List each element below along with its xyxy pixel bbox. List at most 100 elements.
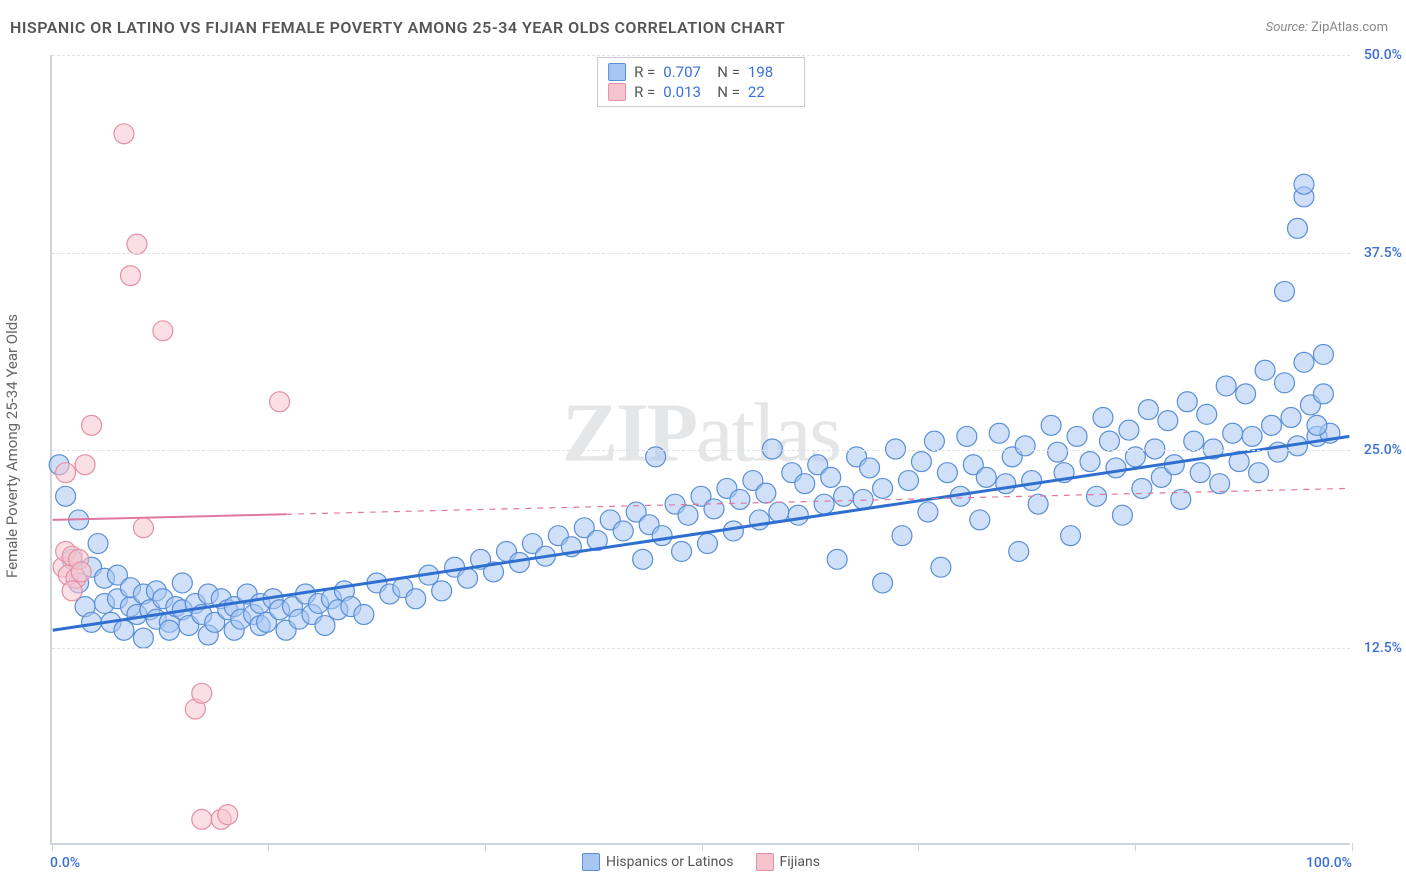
scatter-point (1313, 344, 1333, 364)
scatter-point (886, 439, 906, 459)
series-legend: Hispanics or Latinos Fijians (582, 853, 820, 871)
scatter-point (1242, 426, 1262, 446)
scatter-svg (52, 55, 1350, 843)
scatter-point (133, 628, 153, 648)
scatter-point (1093, 408, 1113, 428)
scatter-point (911, 452, 931, 472)
scatter-point (827, 549, 847, 569)
source-label: Source: (1266, 20, 1308, 35)
scatter-point (1119, 420, 1139, 440)
scatter-point (1255, 360, 1275, 380)
scatter-point (1262, 415, 1282, 435)
scatter-point (1028, 494, 1048, 514)
scatter-point (432, 581, 452, 601)
scatter-point (1022, 471, 1042, 491)
scatter-point (931, 557, 951, 577)
scatter-point (354, 605, 374, 625)
scatter-point (860, 458, 880, 478)
scatter-point (1067, 426, 1087, 446)
gridline-horizontal (52, 450, 1350, 451)
scatter-point (937, 463, 957, 483)
y-tick-label: 12.5% (1352, 640, 1402, 656)
scatter-point (613, 521, 633, 541)
legend-item: Hispanics or Latinos (582, 853, 734, 871)
y-tick-label: 25.0% (1352, 442, 1402, 458)
scatter-point (1087, 486, 1107, 506)
scatter-point (1197, 404, 1217, 424)
scatter-point (672, 541, 692, 561)
scatter-point (1294, 174, 1314, 194)
scatter-point (1048, 442, 1068, 462)
scatter-point (652, 526, 672, 546)
scatter-point (1145, 439, 1165, 459)
scatter-point (1294, 352, 1314, 372)
scatter-point (1249, 463, 1269, 483)
scatter-point (1190, 463, 1210, 483)
scatter-point (1009, 541, 1029, 561)
scatter-point (120, 266, 140, 286)
scatter-point (996, 474, 1016, 494)
scatter-point (678, 505, 698, 525)
scatter-point (1041, 415, 1061, 435)
x-axis-label-right: 100.0% (1306, 855, 1352, 871)
scatter-point (957, 426, 977, 446)
scatter-point (1132, 478, 1152, 498)
y-tick-label: 50.0% (1352, 47, 1402, 63)
scatter-point (795, 474, 815, 494)
scatter-point (1138, 400, 1158, 420)
scatter-point (62, 581, 82, 601)
scatter-point (788, 505, 808, 525)
trend-line (53, 436, 1350, 630)
x-tick (702, 843, 703, 851)
scatter-point (1177, 392, 1197, 412)
scatter-point (82, 415, 102, 435)
y-axis-title: Female Poverty Among 25-34 Year Olds (3, 314, 21, 578)
y-tick-label: 37.5% (1352, 245, 1402, 261)
scatter-point (834, 486, 854, 506)
legend-swatch (756, 853, 774, 871)
scatter-point (633, 549, 653, 569)
scatter-point (704, 499, 724, 519)
x-tick (485, 843, 486, 851)
scatter-point (56, 486, 76, 506)
scatter-point (698, 534, 718, 554)
scatter-point (56, 463, 76, 483)
scatter-point (1216, 376, 1236, 396)
scatter-point (1158, 411, 1178, 431)
scatter-point (71, 562, 91, 582)
scatter-point (88, 534, 108, 554)
scatter-point (821, 467, 841, 487)
scatter-point (172, 573, 192, 593)
scatter-point (1184, 431, 1204, 451)
scatter-point (924, 431, 944, 451)
scatter-point (75, 455, 95, 475)
scatter-point (1288, 218, 1308, 238)
scatter-point (918, 502, 938, 522)
x-tick (918, 843, 919, 851)
scatter-point (853, 489, 873, 509)
source-value: ZipAtlas.com (1311, 20, 1388, 35)
gridline-horizontal (52, 648, 1350, 649)
scatter-point (1236, 384, 1256, 404)
x-axis-label-left: 0.0% (50, 855, 80, 871)
scatter-point (114, 620, 134, 640)
x-tick (268, 843, 269, 851)
scatter-point (1106, 458, 1126, 478)
scatter-point (458, 568, 478, 588)
scatter-point (406, 589, 426, 609)
scatter-point (730, 489, 750, 509)
scatter-point (892, 526, 912, 546)
scatter-point (756, 483, 776, 503)
legend-swatch (582, 853, 600, 871)
chart-title: HISPANIC OR LATINO VS FIJIAN FEMALE POVE… (10, 18, 785, 37)
scatter-point (814, 494, 834, 514)
scatter-point (1099, 431, 1119, 451)
scatter-point (114, 124, 134, 144)
scatter-point (133, 518, 153, 538)
gridline-horizontal (52, 253, 1350, 254)
scatter-point (1223, 423, 1243, 443)
scatter-point (989, 423, 1009, 443)
legend-item: Fijians (756, 853, 820, 871)
scatter-point (1275, 281, 1295, 301)
plot-area: ZIPatlas R = 0.707 N = 198 R = 0.013 N =… (50, 55, 1350, 845)
